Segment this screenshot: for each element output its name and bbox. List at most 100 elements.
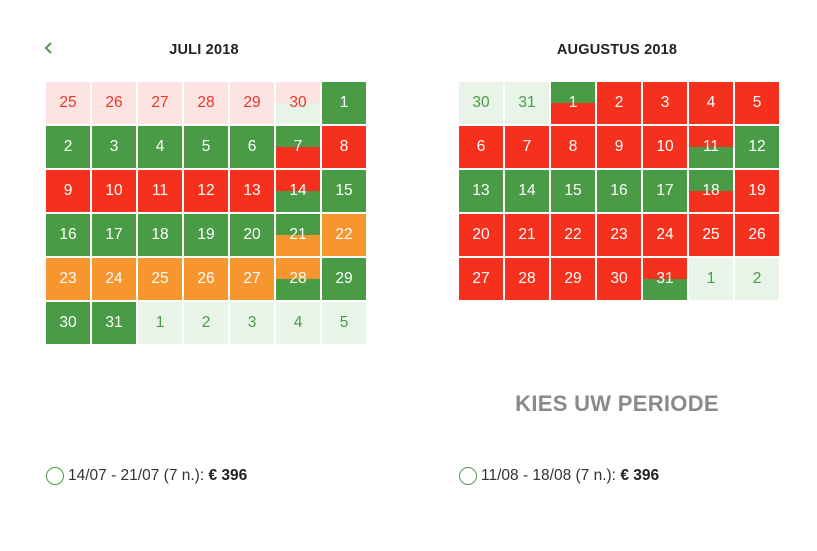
day-cell[interactable]: 30 [46, 302, 90, 344]
day-cell[interactable]: 14 [276, 170, 320, 212]
day-cell: 29 [230, 82, 274, 124]
day-number: 19 [197, 226, 215, 243]
day-cell[interactable]: 13 [459, 170, 503, 212]
day-cell[interactable]: 29 [551, 258, 595, 300]
day-cell[interactable]: 28 [276, 258, 320, 300]
day-cell[interactable]: 19 [184, 214, 228, 256]
day-cell[interactable]: 25 [138, 258, 182, 300]
day-number: 16 [610, 182, 628, 199]
day-cell[interactable]: 20 [459, 214, 503, 256]
day-cell[interactable]: 1 [322, 82, 366, 124]
day-cell[interactable]: 2 [46, 126, 90, 168]
day-number: 24 [105, 270, 123, 287]
day-cell[interactable]: 31 [643, 258, 687, 300]
day-cell[interactable]: 22 [551, 214, 595, 256]
day-cell[interactable]: 27 [230, 258, 274, 300]
day-cell[interactable]: 9 [46, 170, 90, 212]
day-cell[interactable]: 6 [459, 126, 503, 168]
day-number: 8 [339, 138, 349, 155]
day-number: 27 [151, 94, 169, 111]
day-number: 29 [243, 94, 261, 111]
day-cell[interactable]: 8 [322, 126, 366, 168]
day-cell[interactable]: 7 [505, 126, 549, 168]
day-cell: 30 [276, 82, 320, 124]
day-cell[interactable]: 13 [230, 170, 274, 212]
radio-circle-icon[interactable] [459, 467, 477, 485]
day-cell[interactable]: 23 [597, 214, 641, 256]
day-cell[interactable]: 17 [92, 214, 136, 256]
day-cell[interactable]: 23 [46, 258, 90, 300]
day-cell[interactable]: 31 [92, 302, 136, 344]
day-cell[interactable]: 26 [184, 258, 228, 300]
day-cell[interactable]: 10 [92, 170, 136, 212]
day-cell[interactable]: 16 [597, 170, 641, 212]
day-cell[interactable]: 14 [505, 170, 549, 212]
day-number: 5 [339, 314, 349, 331]
day-cell[interactable]: 21 [276, 214, 320, 256]
day-number: 5 [752, 94, 762, 111]
day-cell[interactable]: 18 [138, 214, 182, 256]
day-cell[interactable]: 15 [322, 170, 366, 212]
day-cell[interactable]: 2 [597, 82, 641, 124]
day-cell[interactable]: 4 [689, 82, 733, 124]
previous-month-button[interactable] [42, 40, 56, 56]
day-cell[interactable]: 28 [505, 258, 549, 300]
day-cell: 28 [184, 82, 228, 124]
day-cell[interactable]: 9 [597, 126, 641, 168]
day-cell[interactable]: 24 [92, 258, 136, 300]
day-number: 29 [564, 270, 582, 287]
day-cell[interactable]: 27 [459, 258, 503, 300]
day-number: 28 [289, 270, 307, 287]
day-cell[interactable]: 5 [184, 126, 228, 168]
day-cell[interactable]: 11 [689, 126, 733, 168]
day-cell[interactable]: 6 [230, 126, 274, 168]
day-cell[interactable]: 8 [551, 126, 595, 168]
day-cell[interactable]: 4 [138, 126, 182, 168]
day-cell[interactable]: 5 [735, 82, 779, 124]
day-number: 18 [151, 226, 169, 243]
day-number: 6 [476, 138, 486, 155]
day-cell[interactable]: 22 [322, 214, 366, 256]
day-cell[interactable]: 12 [184, 170, 228, 212]
day-number: 27 [472, 270, 490, 287]
day-number: 29 [335, 270, 353, 287]
day-cell: 2 [735, 258, 779, 300]
day-cell[interactable]: 19 [735, 170, 779, 212]
day-cell[interactable]: 3 [643, 82, 687, 124]
day-cell[interactable]: 17 [643, 170, 687, 212]
day-cell[interactable]: 15 [551, 170, 595, 212]
day-number: 9 [63, 182, 73, 199]
day-cell[interactable]: 12 [735, 126, 779, 168]
day-number: 3 [660, 94, 670, 111]
day-number: 28 [197, 94, 215, 111]
day-number: 4 [706, 94, 716, 111]
period-option-august[interactable]: 11/08 - 18/08 (7 n.): € 396 [459, 467, 659, 485]
day-cell[interactable]: 16 [46, 214, 90, 256]
day-cell[interactable]: 7 [276, 126, 320, 168]
day-cell[interactable]: 18 [689, 170, 733, 212]
day-cell[interactable]: 10 [643, 126, 687, 168]
day-cell[interactable]: 26 [735, 214, 779, 256]
day-number: 12 [748, 138, 766, 155]
day-cell[interactable]: 25 [689, 214, 733, 256]
day-cell[interactable]: 11 [138, 170, 182, 212]
day-number: 26 [105, 94, 123, 111]
day-cell[interactable]: 3 [92, 126, 136, 168]
period-option-july[interactable]: 14/07 - 21/07 (7 n.): € 396 [46, 467, 247, 485]
day-cell[interactable]: 29 [322, 258, 366, 300]
radio-circle-icon[interactable] [46, 467, 64, 485]
day-number: 20 [243, 226, 261, 243]
day-number: 24 [656, 226, 674, 243]
day-cell[interactable]: 30 [597, 258, 641, 300]
day-number: 22 [564, 226, 582, 243]
day-number: 15 [335, 182, 353, 199]
day-cell[interactable]: 1 [551, 82, 595, 124]
day-cell: 3 [230, 302, 274, 344]
day-number: 28 [518, 270, 536, 287]
day-cell[interactable]: 21 [505, 214, 549, 256]
day-cell: 1 [689, 258, 733, 300]
day-cell[interactable]: 20 [230, 214, 274, 256]
day-cell: 2 [184, 302, 228, 344]
day-cell: 25 [46, 82, 90, 124]
day-cell[interactable]: 24 [643, 214, 687, 256]
